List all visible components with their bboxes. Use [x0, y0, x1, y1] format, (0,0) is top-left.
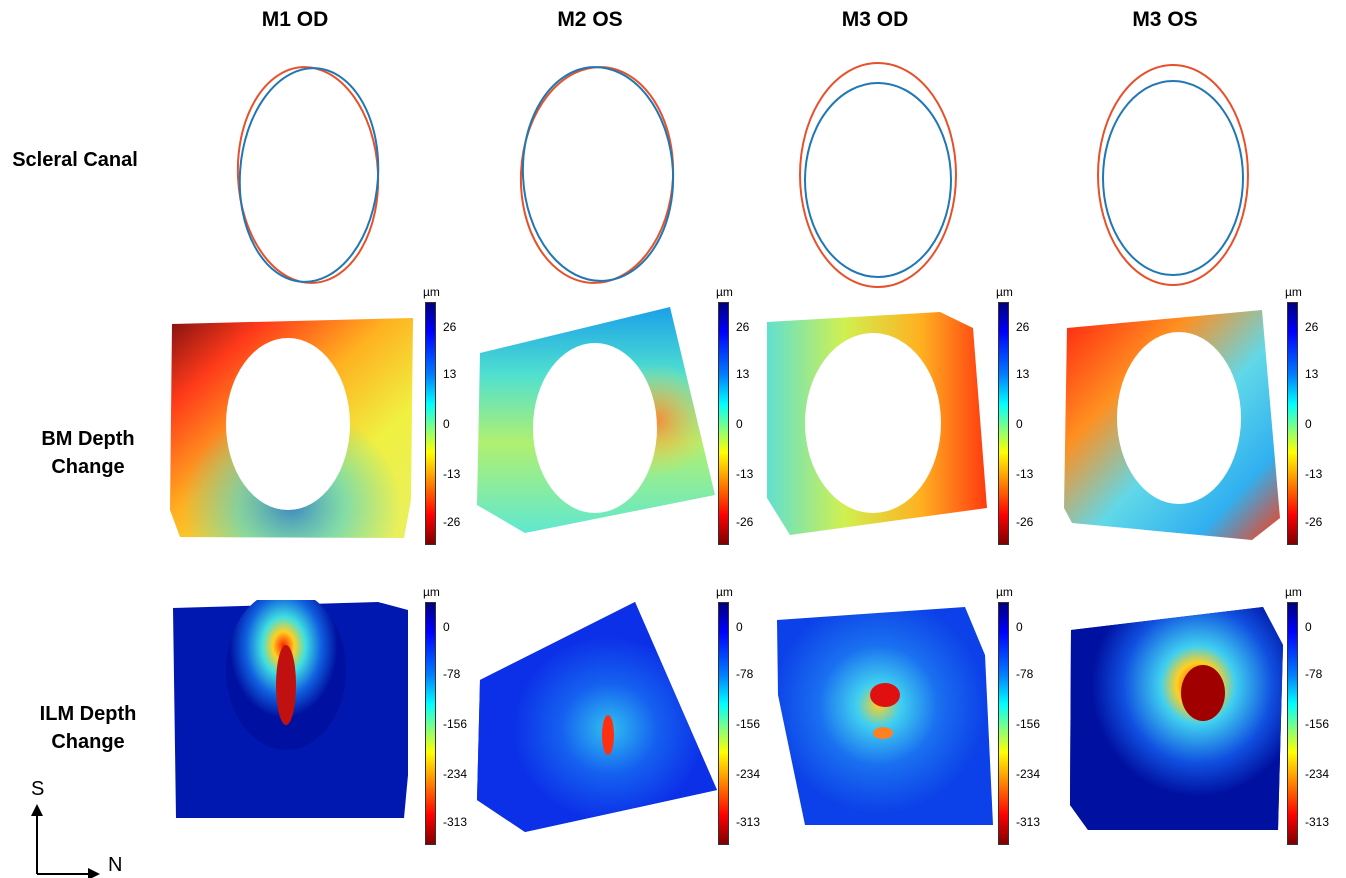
- colorbar-unit: µm: [1285, 285, 1302, 299]
- row-label-bm-line1: BM Depth: [41, 428, 135, 450]
- colorbar-tick: 13: [1305, 367, 1319, 381]
- colorbar-tick: -13: [1016, 467, 1034, 481]
- colorbar-bm-m1-od: µm 26 13 0 -13 -26: [423, 285, 485, 545]
- colorbar-tick: 26: [443, 320, 457, 334]
- colorbar-tick: -313: [1016, 815, 1041, 829]
- ilm-depth-map-m3-od: [777, 607, 993, 825]
- row-label-scleral-canal: Scleral Canal: [0, 146, 155, 174]
- row-label-ilm-depth-change: ILM Depth Change: [8, 700, 168, 756]
- scleral-canal-outline-m3-od: [799, 62, 957, 288]
- colorbar-gradient: [1287, 302, 1298, 545]
- colorbar-tick: -156: [1305, 717, 1330, 731]
- colorbar-tick: -313: [1305, 815, 1330, 829]
- compass-arrows-icon: [31, 804, 100, 878]
- colorbar-gradient: [425, 302, 436, 545]
- colorbar-unit: µm: [996, 585, 1013, 599]
- colorbar-tick: -313: [443, 815, 468, 829]
- scleral-canal-outline-m3-os: [1097, 64, 1249, 286]
- colorbar-tick: -26: [736, 515, 754, 529]
- column-title-m2-os: M2 OS: [557, 8, 623, 31]
- colorbar-gradient: [1287, 602, 1298, 845]
- orientation-compass: S N: [26, 778, 136, 878]
- colorbar-tick: 0: [443, 417, 450, 431]
- ilm-depth-map-m1-od: [173, 600, 408, 818]
- colorbar-ilm-m1-od: µm 0 -78 -156 -234 -313: [423, 585, 485, 845]
- colorbar-bm-m3-os: µm 26 13 0 -13 -26: [1285, 285, 1346, 545]
- column-title-m3-od: M3 OD: [841, 8, 909, 31]
- colorbar-tick: 0: [736, 417, 743, 431]
- colorbar-ilm-m2-os: µm 0 -78 -156 -234 -313: [716, 585, 778, 845]
- colorbar-unit: µm: [716, 585, 733, 599]
- colorbar-tick: 0: [1305, 620, 1312, 634]
- colorbar-tick: -313: [736, 815, 761, 829]
- colorbar-tick: -78: [736, 667, 754, 681]
- bm-depth-map-m3-od: [767, 312, 987, 535]
- colorbar-tick: -234: [1305, 767, 1330, 781]
- colorbar-unit: µm: [423, 585, 440, 599]
- row-label-bm-depth-change: BM Depth Change: [8, 425, 168, 481]
- colorbar-bm-m2-os: µm 26 13 0 -13 -26: [716, 285, 778, 545]
- colorbar-tick: 13: [443, 367, 457, 381]
- colorbar-unit: µm: [1285, 585, 1302, 599]
- colorbar-tick: 0: [443, 620, 450, 634]
- colorbar-tick: -156: [443, 717, 468, 731]
- colorbar-tick: -13: [736, 467, 754, 481]
- colorbar-tick: -78: [443, 667, 461, 681]
- colorbar-tick: 0: [1016, 417, 1023, 431]
- colorbar-unit: µm: [716, 285, 733, 299]
- colorbar-tick: -78: [1016, 667, 1034, 681]
- colorbar-tick: 26: [1305, 320, 1319, 334]
- colorbar-tick: 26: [736, 320, 750, 334]
- colorbar-tick: 0: [736, 620, 743, 634]
- bm-depth-map-m3-os: [1064, 310, 1280, 540]
- colorbar-tick: 0: [1016, 620, 1023, 634]
- row-label-ilm-line2: Change: [51, 731, 125, 753]
- colorbar-ilm-m3-od: µm 0 -78 -156 -234 -313: [996, 585, 1058, 845]
- colorbar-tick: -26: [1016, 515, 1034, 529]
- colorbar-bm-m3-od: µm 26 13 0 -13 -26: [996, 285, 1058, 545]
- colorbar-tick: -156: [736, 717, 761, 731]
- colorbar-tick: -13: [1305, 467, 1323, 481]
- compass-label-nasal: N: [108, 854, 123, 876]
- row-label-ilm-line1: ILM Depth: [39, 703, 137, 725]
- row-label-bm-line2: Change: [51, 456, 125, 478]
- scleral-canal-outline-m1-od: [236, 66, 380, 284]
- colorbar-unit: µm: [996, 285, 1013, 299]
- colorbar-tick: -156: [1016, 717, 1041, 731]
- colorbar-gradient: [718, 602, 729, 845]
- compass-label-superior: S: [31, 778, 45, 800]
- colorbar-unit: µm: [423, 285, 440, 299]
- bm-depth-map-m1-od: [170, 318, 413, 538]
- bm-depth-map-m2-os: [477, 307, 715, 533]
- colorbar-gradient: [718, 302, 729, 545]
- colorbar-tick: -26: [1305, 515, 1323, 529]
- column-title-m3-os: M3 OS: [1132, 8, 1198, 31]
- colorbar-tick: -234: [1016, 767, 1041, 781]
- row-label-scleral-line1: Scleral Canal: [12, 149, 138, 171]
- column-title-m1-od: M1 OD: [261, 8, 329, 31]
- colorbar-gradient: [998, 302, 1009, 545]
- colorbar-tick: 26: [1016, 320, 1030, 334]
- colorbar-gradient: [998, 602, 1009, 845]
- colorbar-tick: -234: [736, 767, 761, 781]
- colorbar-tick: 0: [1305, 417, 1312, 431]
- ilm-depth-map-m3-os: [1070, 607, 1283, 830]
- colorbar-tick: -234: [443, 767, 468, 781]
- ilm-depth-map-m2-os: [477, 602, 717, 832]
- colorbar-ilm-m3-os: µm 0 -78 -156 -234 -313: [1285, 585, 1346, 845]
- colorbar-tick: -26: [443, 515, 461, 529]
- colorbar-tick: -13: [443, 467, 461, 481]
- colorbar-tick: -78: [1305, 667, 1323, 681]
- colorbar-tick: 13: [736, 367, 750, 381]
- colorbar-gradient: [425, 602, 436, 845]
- colorbar-tick: 13: [1016, 367, 1030, 381]
- scleral-canal-outline-m2-os: [519, 66, 675, 284]
